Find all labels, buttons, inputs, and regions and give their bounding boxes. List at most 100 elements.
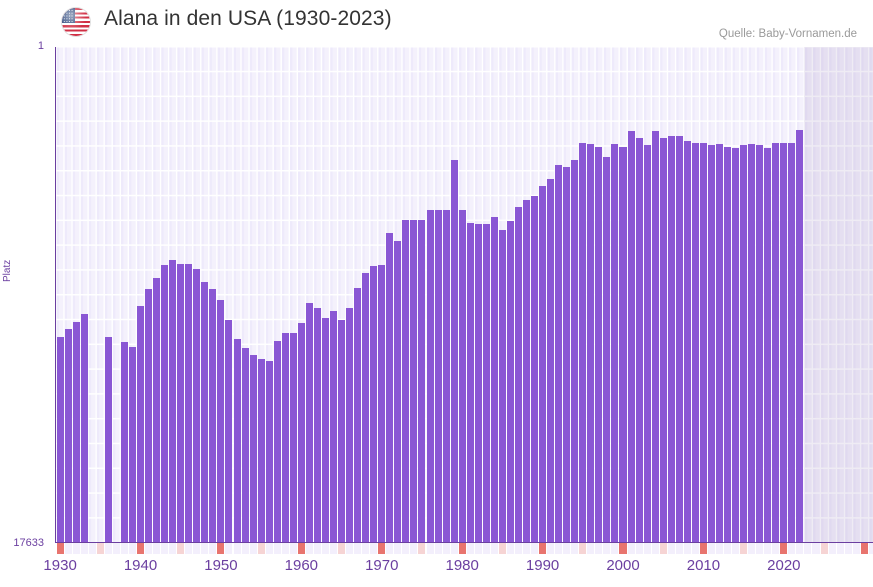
x-axis-tick [193, 543, 201, 555]
bar [506, 221, 514, 543]
x-axis-tick [289, 543, 297, 555]
bar [104, 336, 112, 543]
x-axis-line [56, 542, 873, 544]
x-axis-tick [434, 543, 442, 555]
x-axis-tick [418, 543, 426, 555]
bar [64, 328, 72, 543]
bar [346, 307, 354, 543]
x-axis-tick [724, 543, 732, 555]
x-axis-tick [378, 543, 386, 555]
x-axis-tick [619, 543, 627, 555]
x-axis-tick [313, 543, 321, 555]
x-axis-tick [531, 543, 539, 555]
x-axis-tick [635, 543, 643, 555]
bar [732, 148, 740, 543]
x-axis-tick [772, 543, 780, 555]
bar [410, 220, 418, 543]
x-axis-tick [161, 543, 169, 555]
x-axis-tick [707, 543, 715, 555]
y-axis-tick-bottom: 17633 [13, 537, 44, 549]
x-axis-tick [233, 543, 241, 555]
bar [257, 358, 265, 543]
x-axis-tick [321, 543, 329, 555]
bar [619, 146, 627, 543]
x-axis-tick [466, 543, 474, 555]
bar [273, 340, 281, 543]
bar [378, 265, 386, 543]
bar [683, 141, 691, 543]
x-axis-tick [756, 543, 764, 555]
bar [611, 144, 619, 543]
bar [547, 179, 555, 543]
bar [185, 263, 193, 543]
bar [764, 148, 772, 543]
x-axis-tick [643, 543, 651, 555]
bar [659, 138, 667, 543]
x-axis-tick [804, 543, 812, 555]
x-axis-tick [137, 543, 145, 555]
bar [354, 287, 362, 543]
bar [281, 332, 289, 543]
x-axis-tick [209, 543, 217, 555]
bar [72, 322, 80, 543]
x-axis-label: 1950 [204, 557, 238, 574]
x-axis-tick [563, 543, 571, 555]
bar [233, 338, 241, 543]
x-axis-tick [120, 543, 128, 555]
x-axis-label: 2010 [686, 557, 721, 574]
bar [522, 200, 531, 543]
x-axis-tick [780, 543, 788, 555]
bar [699, 142, 707, 543]
x-axis-tick [715, 543, 724, 555]
x-axis-tick-row [56, 543, 873, 555]
bar [707, 145, 715, 543]
x-axis-tick [394, 543, 402, 555]
bar [362, 273, 370, 543]
x-axis-tick [683, 543, 691, 555]
x-axis-tick [547, 543, 555, 555]
x-axis-label: 1980 [445, 557, 479, 574]
bar [595, 146, 603, 543]
x-axis-tick [153, 543, 161, 555]
x-axis-tick [651, 543, 659, 555]
x-axis-tick [691, 543, 699, 555]
x-axis-tick [764, 543, 772, 555]
bar [289, 332, 297, 543]
x-axis-tick [265, 543, 273, 555]
bar [579, 142, 587, 543]
x-axis-tick [297, 543, 305, 555]
x-axis-tick [80, 543, 88, 555]
bar [193, 269, 201, 543]
x-axis-tick [571, 543, 579, 555]
bar [643, 145, 651, 543]
x-axis-tick [458, 543, 466, 555]
x-axis-tick [273, 543, 281, 555]
x-axis-tick [145, 543, 153, 555]
bar [715, 144, 724, 543]
bar [482, 224, 490, 543]
x-axis-tick [627, 543, 635, 555]
bar [780, 142, 788, 543]
x-axis-tick [64, 543, 72, 555]
x-axis-tick [386, 543, 394, 555]
y-axis-line [55, 47, 57, 543]
x-axis-tick [257, 543, 265, 555]
bar-series [56, 47, 873, 543]
x-axis-tick [362, 543, 370, 555]
bar [305, 302, 313, 543]
x-axis-tick [667, 543, 675, 555]
x-axis-label: 1960 [284, 557, 319, 574]
bar [531, 196, 539, 543]
x-axis-tick [555, 543, 563, 555]
x-axis-tick [740, 543, 748, 555]
x-axis-tick [56, 543, 64, 555]
x-axis-tick [659, 543, 667, 555]
bar [338, 319, 346, 543]
bar [402, 220, 410, 543]
x-axis-tick [539, 543, 547, 555]
bar [627, 131, 635, 543]
x-axis-tick [354, 543, 362, 555]
bar [330, 311, 338, 543]
x-axis-tick [201, 543, 209, 555]
bar [249, 355, 257, 543]
